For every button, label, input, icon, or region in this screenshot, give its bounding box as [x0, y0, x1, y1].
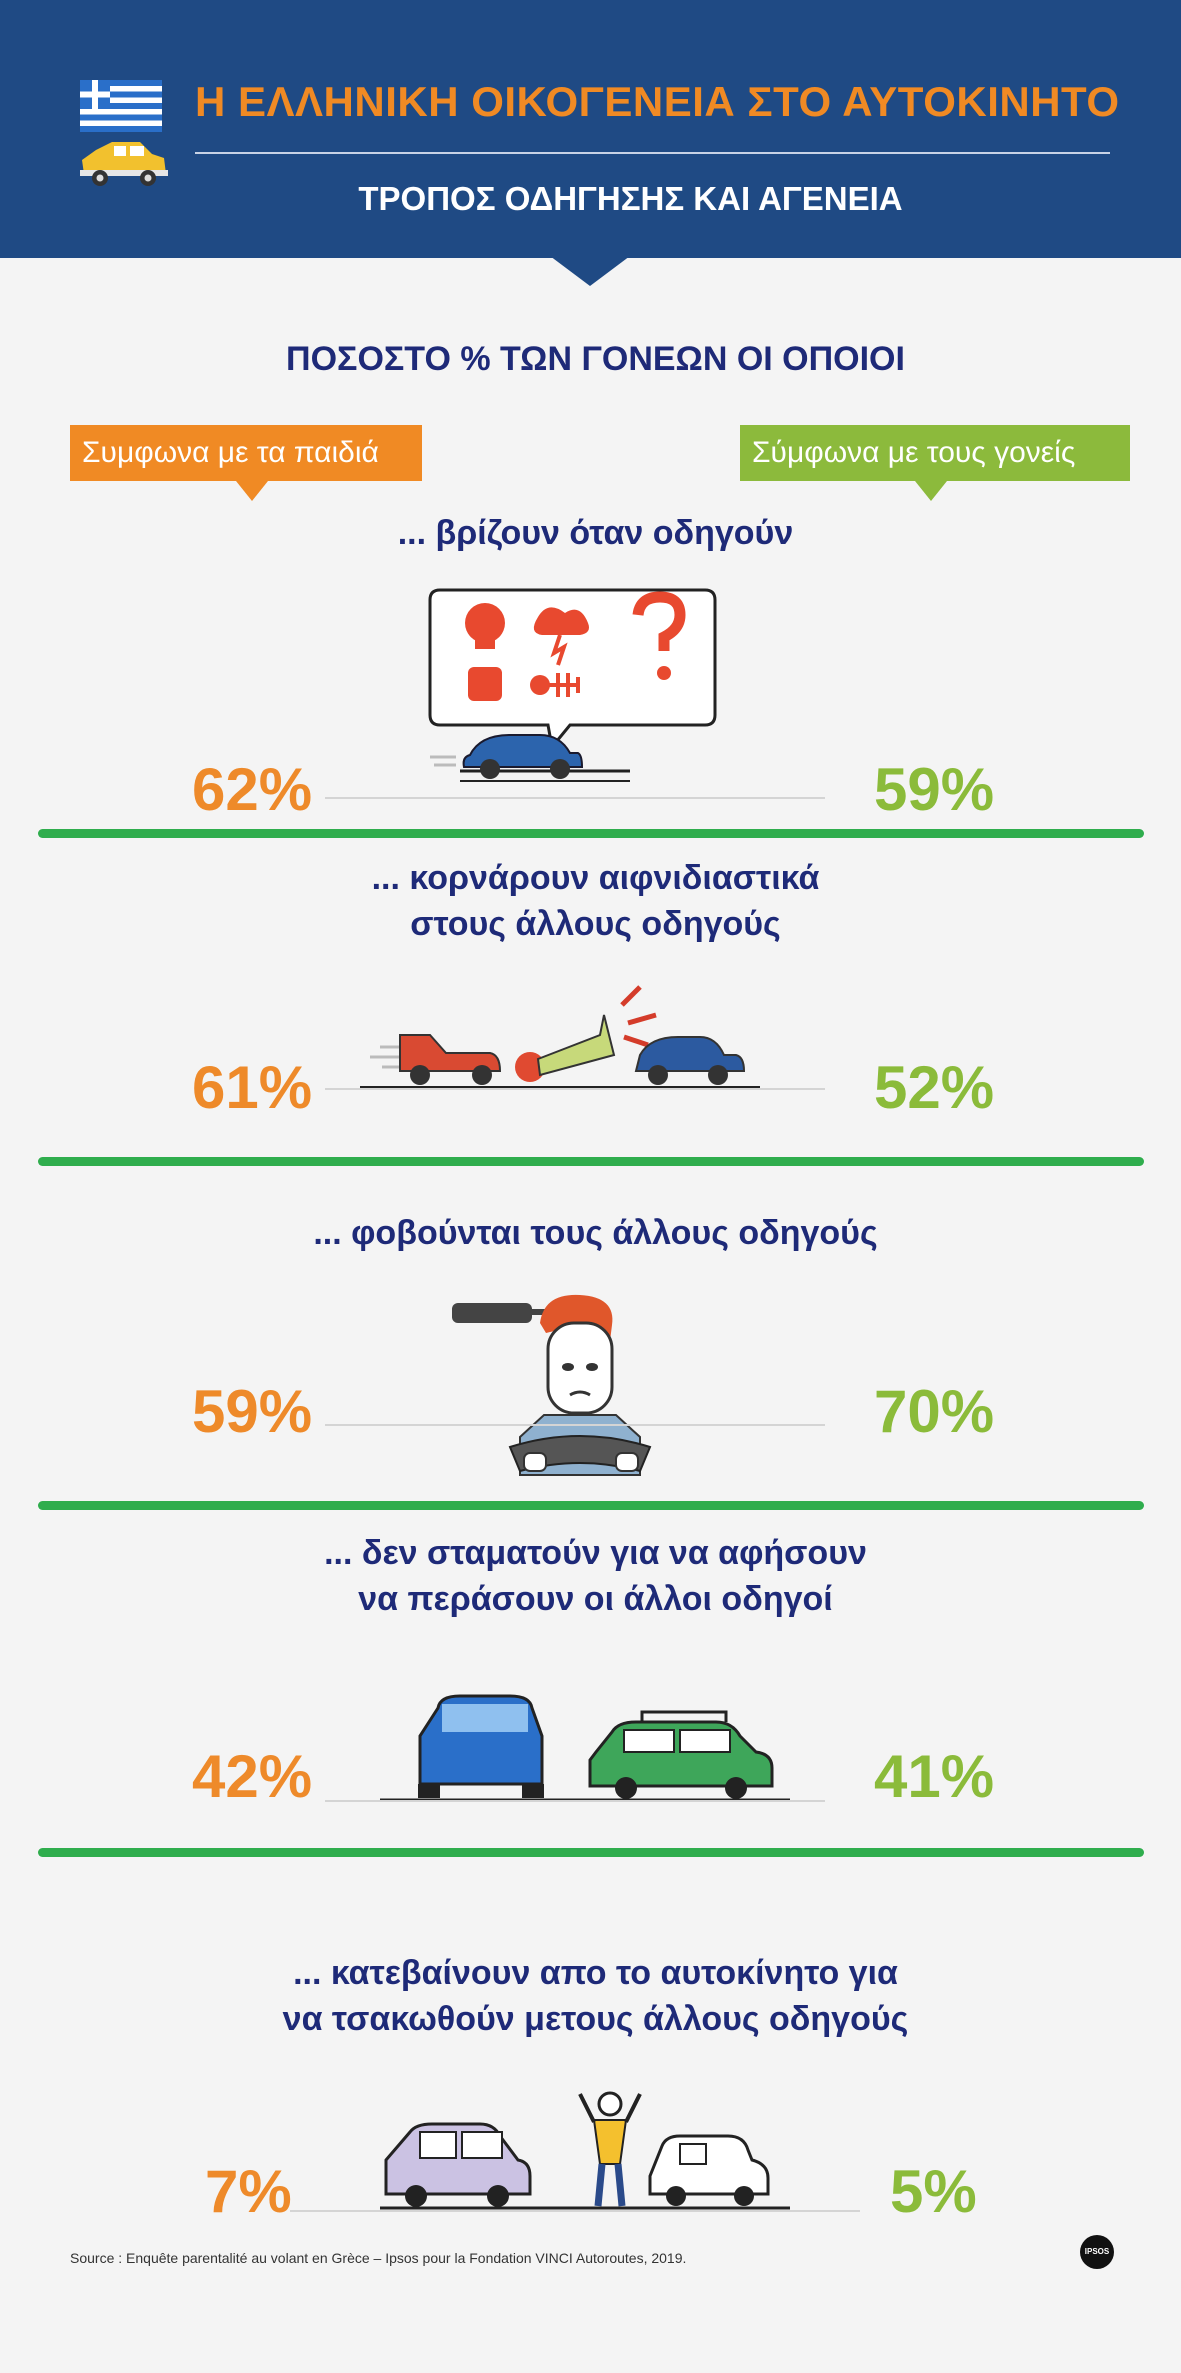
parents-percent-2: 52% — [874, 1054, 995, 1121]
car-horn-icon — [360, 985, 760, 1088]
page-title: Η ΕΛΛΗΝΙΚΗ ΟΙΚΟΓΕΝΕΙΑ ΣΤΟ ΑΥΤΟΚΙΝΗΤΟ — [195, 78, 1120, 125]
title-divider — [195, 152, 1110, 154]
children-percent-3: 59% — [192, 1378, 313, 1445]
angry-person-between-cars-icon — [380, 2091, 790, 2210]
question-heading: ΠΟΣΟΣΤΟ % ΤΩΝ ΓΟΝΕΩΝ ΟΙ ΟΠΟΙΟΙ — [286, 340, 905, 378]
section-fear-line1: ... φοβούνται τους άλλους οδηγούς — [313, 1214, 878, 1252]
taxi-car-icon — [80, 142, 168, 186]
parents-percent-3: 70% — [874, 1378, 995, 1445]
children-percent-2: 61% — [192, 1054, 313, 1121]
children-percent-5: 7% — [205, 2158, 292, 2225]
section-fighting-title: ... κατεβαίνουν απο το αυτοκίνητο για να… — [0, 1950, 1181, 2042]
legend-parents-tag: Σύμφωνα με τους γονείς — [740, 425, 1130, 501]
road-line-3 — [325, 1424, 825, 1426]
section-separator-3 — [38, 1501, 1144, 1510]
source-note: Source : Enquête parentalité au volant e… — [70, 2250, 687, 2266]
children-percent-1: 62% — [192, 756, 313, 823]
section-separator-1 — [38, 829, 1144, 838]
section-separator-4 — [38, 1848, 1144, 1857]
parents-percent-4: 41% — [874, 1743, 995, 1810]
legend-children-tag: Συμφωνα με τα παιδιά — [70, 425, 422, 501]
parents-percent-5: 5% — [890, 2158, 977, 2225]
section-swearing-title: ... βρίζουν όταν οδηγούν — [0, 510, 1181, 556]
legend-children-pointer — [236, 481, 268, 501]
section-fear-title: ... φοβούνται τους άλλους οδηγούς — [0, 1210, 1181, 1256]
greek-flag-icon — [80, 80, 162, 132]
legend-parents-pointer — [915, 481, 947, 501]
section-honking-title: ... κορνάρουν αιφνιδιαστικά στους άλλους… — [0, 855, 1181, 947]
road-line-2 — [325, 1088, 825, 1090]
page-subtitle: ΤΡΟΠΟΣ ΟΔΗΓΗΣΗΣ ΚΑΙ ΑΓΕΝΕΙΑ — [358, 180, 903, 217]
road-line-4 — [325, 1800, 825, 1802]
cars-not-yielding-icon — [380, 1694, 790, 1802]
section-fighting-line2: να τσακωθούν μετους άλλους οδηγούς — [282, 2000, 909, 2038]
section-not-yielding-line2: να περάσουν οι άλλοι οδηγοί — [358, 1580, 833, 1618]
header-banner: Η ΕΛΛΗΝΙΚΗ ΟΙΚΟΓΕΝΕΙΑ ΣΤΟ ΑΥΤΟΚΙΝΗΤΟ ΤΡΟ… — [0, 0, 1181, 258]
header-notch — [550, 256, 630, 286]
ipsos-logo: IPSOS — [1080, 2235, 1114, 2269]
section-honking-line2: στους άλλους οδηγούς — [410, 905, 781, 943]
children-percent-4: 42% — [192, 1743, 313, 1810]
section-not-yielding-title: ... δεν σταματούν για να αφήσουν να περά… — [0, 1530, 1181, 1622]
section-swearing-line1: ... βρίζουν όταν οδηγούν — [397, 514, 794, 552]
section-not-yielding-line1: ... δεν σταματούν για να αφήσουν — [324, 1534, 867, 1572]
section-honking-line1: ... κορνάρουν αιφνιδιαστικά — [371, 859, 820, 897]
parents-percent-1: 59% — [874, 756, 995, 823]
legend-parents-label: Σύμφωνα με τους γονείς — [752, 436, 1076, 469]
scared-driver-icon — [452, 1294, 652, 1476]
road-line-5 — [290, 2210, 860, 2212]
section-fighting-line1: ... κατεβαίνουν απο το αυτοκίνητο για — [293, 1954, 898, 1992]
road-line-1 — [325, 797, 825, 799]
legend-children-label: Συμφωνα με τα παιδιά — [82, 436, 379, 469]
section-separator-2 — [38, 1157, 1144, 1166]
swearing-speech-bubble-icon — [428, 588, 717, 782]
